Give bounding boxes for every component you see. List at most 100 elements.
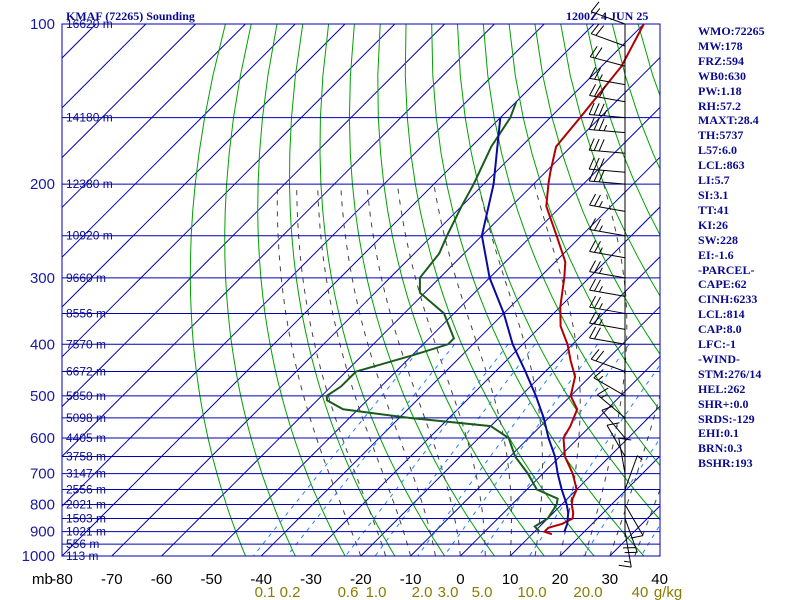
wind-barb-flag (595, 25, 605, 36)
wind-barb-flag (593, 369, 604, 379)
temperature-profile-line (542, 24, 645, 536)
wind-barb-flag (589, 260, 597, 272)
wind-barb-staff (589, 271, 626, 279)
parcel-profile-line (480, 117, 570, 533)
index-item: L57:6.0 (698, 143, 737, 158)
height-label: 9660 m (66, 271, 106, 285)
height-label: 2021 m (66, 497, 106, 511)
background-lines (61, 23, 661, 557)
wind-barb-flag (589, 218, 597, 230)
wind-barb-flag (598, 103, 605, 116)
index-item: TT:41 (698, 202, 730, 217)
height-label: 16620 m (66, 17, 113, 31)
wind-barb-flag (588, 102, 595, 115)
index-item: MW:178 (698, 38, 743, 53)
wind-barb-flag (594, 327, 601, 340)
index-item: PW:1.18 (698, 83, 742, 98)
wind-barb-half-flag (598, 319, 603, 326)
wind-barb (624, 504, 644, 539)
wind-barb (618, 531, 632, 568)
index-item: BSHR:193 (698, 456, 753, 471)
index-item: -WIND- (698, 351, 740, 366)
pressure-tick-label: 100 (30, 16, 55, 33)
index-item: SHR+:0.0 (698, 396, 749, 411)
wind-barb (624, 455, 643, 490)
wind-barb-staff (606, 425, 626, 457)
wind-barb-flag (630, 535, 644, 539)
wind-barb-staff (591, 33, 626, 47)
mixing-ratio-label: 10.0 (517, 584, 546, 600)
wind-barb-half-flag (598, 247, 603, 254)
wind-barb (589, 260, 626, 279)
mixing-ratio-label: g/kg (654, 584, 682, 600)
wind-barb (589, 67, 626, 86)
temperature-tick-label: -30 (300, 571, 322, 588)
pressure-tick-label: 900 (30, 524, 55, 541)
wind-barb-flag (598, 85, 606, 98)
pressure-tick-label: 300 (30, 270, 55, 287)
temperature-tick-label: -20 (350, 571, 372, 588)
height-label: 1503 m (66, 511, 106, 525)
wind-barb (593, 369, 626, 397)
index-panel: WMO:72265 MW:178 FRZ:594 WB0:630 PW:1.18 RH:5… (698, 24, 798, 471)
wind-barb-flag (593, 118, 600, 131)
dry-adiabat-line (377, 24, 545, 556)
wind-barb (588, 157, 626, 173)
wind-barb-flag (589, 278, 597, 291)
wind-barb (588, 102, 626, 119)
wind-barb-staff (624, 518, 638, 553)
index-item: MAXT:28.4 (698, 113, 759, 128)
index-item: LFC:-1 (698, 337, 736, 352)
wind-barb-staff (624, 531, 632, 568)
wind-barb-flag (597, 387, 609, 396)
wind-barb-flag (588, 169, 595, 182)
temperature-tick-label: -10 (400, 571, 422, 588)
wind-barb-flag (594, 84, 601, 97)
wind-barb-flag (593, 157, 600, 170)
wind-barb-flag (594, 279, 601, 292)
temperature-tick-label: -60 (151, 571, 173, 588)
wind-barb-staff (589, 250, 626, 259)
dry-adiabat-line (508, 24, 660, 412)
dewpoint-profile-line (325, 101, 559, 533)
observation-time: 1200Z 4 JUN 25 (566, 9, 648, 23)
mixing-ratio-label: 20.0 (573, 584, 602, 600)
wind-barb-staff (624, 455, 638, 490)
height-label: 14180 m (66, 111, 113, 125)
height-label: 556 m (66, 537, 99, 551)
pressure-tick-label: 800 (30, 496, 55, 513)
wind-barb-staff (589, 228, 626, 237)
wind-barb-staff (589, 337, 626, 345)
wind-barb-flag (606, 422, 620, 426)
wind-barb (618, 437, 632, 474)
index-item: SW:228 (698, 232, 739, 247)
wind-barb-flag (589, 193, 597, 206)
wind-barb-half-flag (595, 8, 601, 14)
dry-adiabat-line (257, 24, 346, 556)
height-label: 10920 m (66, 229, 113, 243)
wind-barb-flag (598, 158, 605, 171)
pressure-tick-label: 600 (30, 430, 55, 447)
wind-barb-half-flag (597, 375, 604, 381)
temperature-tick-label: -70 (101, 571, 123, 588)
index-item: WMO:72265 (698, 24, 765, 38)
index-item: LI:5.7 (698, 173, 730, 188)
dry-adiabat-line (482, 24, 660, 467)
mixing-ratio-label: 0.6 (338, 584, 359, 600)
wind-barb-staff (591, 358, 626, 372)
wind-barb-staff (589, 168, 626, 173)
wind-barb (589, 326, 626, 345)
wind-barb-staff (589, 149, 626, 154)
wind-barb-flag (594, 194, 601, 207)
wind-barb-flag (589, 311, 597, 324)
wind-barb (589, 193, 626, 212)
wind-barb-flag (598, 170, 605, 183)
wind-barb-flag (594, 218, 601, 231)
index-item: EI:-1.6 (698, 247, 734, 262)
wind-barb-flag (593, 103, 600, 116)
wind-barbs (588, 1, 644, 568)
dry-adiabat-line (288, 24, 396, 556)
wind-barb-flag (590, 1, 600, 12)
mixing-ratio-label: 3.0 (438, 584, 459, 600)
mixing-ratio-label: 0.1 (255, 584, 276, 600)
